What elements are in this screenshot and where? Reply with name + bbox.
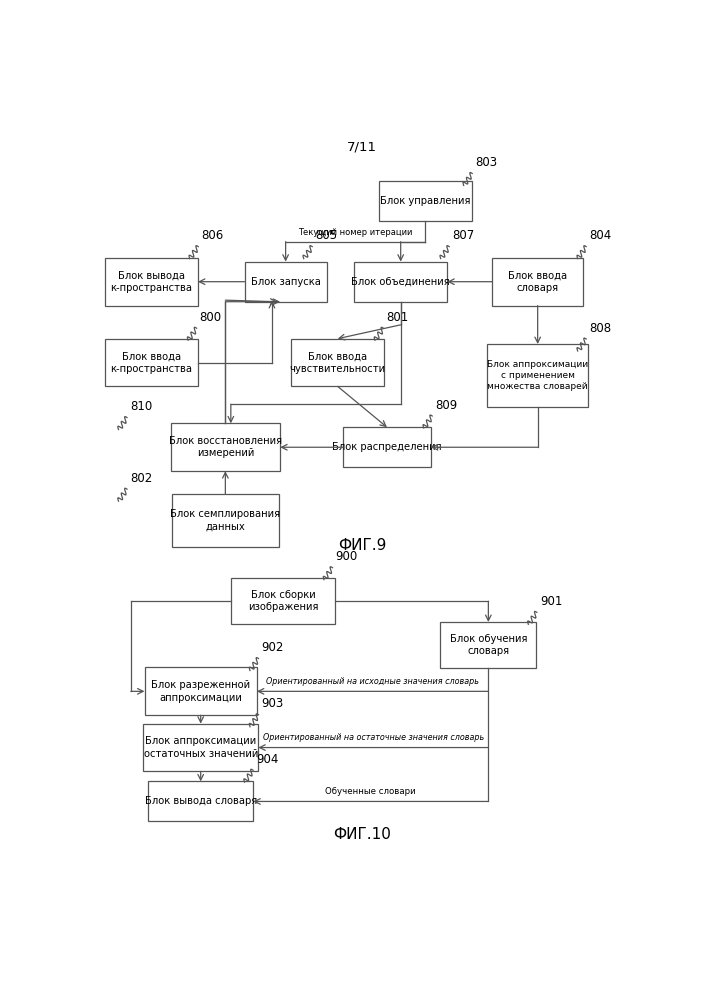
Text: Блок ввода
к-пространства: Блок ввода к-пространства (110, 351, 192, 374)
Text: 802: 802 (130, 472, 153, 485)
FancyBboxPatch shape (144, 724, 258, 771)
Text: 904: 904 (256, 753, 279, 766)
Text: ФИГ.9: ФИГ.9 (338, 538, 387, 553)
Text: Ориентированный на остаточные значения словарь: Ориентированный на остаточные значения с… (263, 733, 484, 742)
Text: 808: 808 (590, 322, 612, 335)
Text: 903: 903 (262, 697, 284, 710)
Text: Блок семплирования
данных: Блок семплирования данных (170, 509, 281, 532)
FancyBboxPatch shape (170, 423, 280, 471)
Text: 806: 806 (201, 229, 223, 242)
Text: Блок объединения: Блок объединения (351, 277, 450, 287)
Text: Блок обучения
словаря: Блок обучения словаря (450, 634, 527, 656)
Text: 900: 900 (336, 550, 358, 563)
Text: Ориентированный на исходные значения словарь: Ориентированный на исходные значения сло… (266, 677, 479, 686)
Text: Блок аппроксимации
с применением
множества словарей: Блок аппроксимации с применением множест… (487, 360, 588, 391)
Text: 809: 809 (436, 399, 457, 412)
FancyBboxPatch shape (343, 427, 431, 467)
FancyBboxPatch shape (172, 494, 279, 547)
FancyBboxPatch shape (231, 578, 335, 624)
Text: ФИГ.10: ФИГ.10 (334, 827, 391, 842)
Text: Блок распределения: Блок распределения (332, 442, 442, 452)
Text: 801: 801 (387, 311, 409, 324)
Text: 804: 804 (590, 229, 612, 242)
FancyBboxPatch shape (493, 258, 583, 306)
Text: 803: 803 (475, 156, 498, 169)
Text: 805: 805 (315, 229, 337, 242)
Text: Блок восстановления
измерений: Блок восстановления измерений (169, 436, 282, 458)
FancyBboxPatch shape (291, 339, 385, 386)
Text: 7/11: 7/11 (347, 140, 378, 153)
Text: Блок аппроксимации
остаточных значений: Блок аппроксимации остаточных значений (144, 736, 258, 759)
FancyBboxPatch shape (105, 258, 198, 306)
Text: Блок запуска: Блок запуска (251, 277, 320, 287)
FancyBboxPatch shape (144, 667, 257, 715)
FancyBboxPatch shape (440, 622, 537, 668)
Text: Обученные словари: Обученные словари (325, 787, 416, 796)
Text: Блок вывода
к-пространства: Блок вывода к-пространства (110, 270, 192, 293)
Text: 810: 810 (130, 400, 153, 413)
FancyBboxPatch shape (148, 781, 253, 821)
Text: Блок сборки
изображения: Блок сборки изображения (247, 590, 318, 612)
FancyBboxPatch shape (487, 344, 588, 407)
Text: 902: 902 (262, 641, 284, 654)
Text: Блок ввода
чувствительности: Блок ввода чувствительности (290, 351, 386, 374)
Text: Текущий номер итерации: Текущий номер итерации (298, 228, 413, 237)
Text: 901: 901 (540, 595, 562, 608)
FancyBboxPatch shape (354, 262, 448, 302)
FancyBboxPatch shape (245, 262, 327, 302)
FancyBboxPatch shape (379, 181, 472, 221)
Text: Блок вывода словаря: Блок вывода словаря (144, 796, 257, 806)
Text: 807: 807 (452, 229, 474, 242)
Text: 800: 800 (199, 311, 222, 324)
Text: Блок ввода
словаря: Блок ввода словаря (508, 270, 567, 293)
FancyBboxPatch shape (105, 339, 198, 386)
Text: Блок разреженной
аппроксимации: Блок разреженной аппроксимации (151, 680, 250, 703)
Text: Блок управления: Блок управления (380, 196, 471, 206)
